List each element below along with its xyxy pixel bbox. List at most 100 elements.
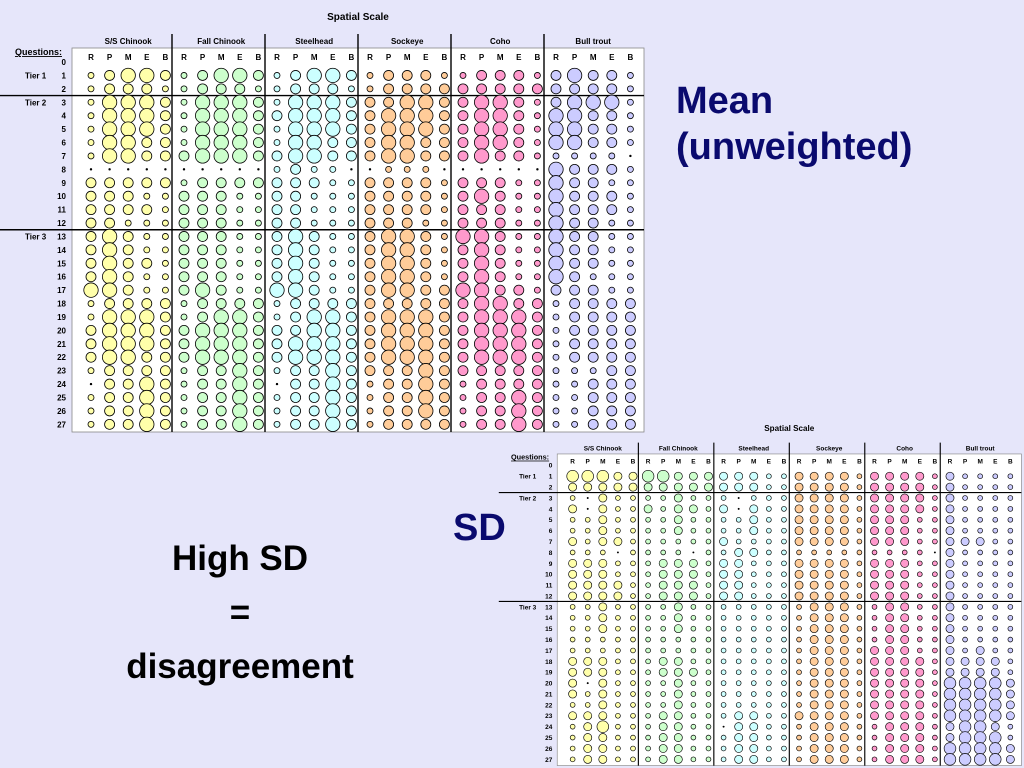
bubble [399, 269, 415, 285]
bubble [734, 569, 744, 579]
scale-header: M [827, 459, 832, 466]
bubble [615, 495, 621, 501]
bubble [1005, 744, 1015, 753]
bubble [977, 571, 983, 577]
bubble [120, 134, 136, 151]
bubble [766, 636, 772, 643]
bubble [945, 482, 955, 492]
bubble [568, 569, 578, 579]
question-number: 22 [545, 702, 553, 709]
question-number: 3 [549, 495, 553, 502]
bubble [824, 624, 834, 634]
bubble [271, 190, 283, 202]
bubble [290, 177, 302, 189]
bubble [598, 580, 608, 590]
bubble [380, 255, 397, 271]
bubble [870, 558, 879, 568]
bubble [766, 473, 772, 479]
bubble [608, 233, 616, 240]
bubble [329, 233, 337, 240]
question-number: 20 [545, 681, 553, 688]
bubble [673, 744, 683, 753]
bubble [945, 537, 955, 546]
bubble [945, 504, 955, 514]
bubble [252, 137, 264, 148]
bubble [645, 658, 651, 665]
bubble [900, 656, 910, 666]
bubble [273, 125, 281, 133]
bubble [705, 527, 712, 534]
bubble [751, 593, 757, 599]
bubble [201, 168, 204, 171]
bubble [420, 271, 432, 283]
bubble [104, 298, 115, 309]
bubble [630, 560, 636, 567]
bubble [690, 615, 697, 621]
bubble [473, 269, 490, 285]
bubble [856, 658, 863, 665]
bubble [569, 615, 576, 621]
bubble [232, 67, 248, 84]
bubble [366, 380, 374, 388]
bubble [197, 217, 209, 229]
bubble [781, 517, 787, 523]
bubble [933, 551, 936, 554]
bubble [308, 271, 320, 283]
bubble [598, 624, 608, 634]
bubble [548, 242, 564, 258]
bubble [234, 83, 246, 95]
tier-label: Tier 1 [25, 71, 47, 80]
bubble [287, 228, 304, 245]
bubble [660, 527, 666, 534]
bubble [345, 311, 357, 323]
bubble [615, 571, 621, 577]
bubble [271, 110, 283, 122]
bubble [569, 702, 576, 708]
bubble [781, 604, 787, 610]
bubble [660, 495, 666, 501]
bubble [102, 255, 118, 271]
bubble [329, 179, 337, 187]
bubble [569, 734, 576, 741]
bubble [885, 591, 894, 601]
bubble [327, 137, 339, 148]
bubble [569, 495, 576, 501]
bubble [598, 744, 608, 753]
bubble [401, 83, 413, 95]
bubble [856, 734, 863, 741]
bubble [548, 108, 564, 124]
bubble [515, 206, 523, 214]
bubble [751, 571, 757, 577]
bubble [476, 177, 488, 189]
species-header: Bull trout [966, 446, 996, 453]
bubble [566, 108, 583, 124]
bubble [856, 604, 863, 610]
bubble [584, 549, 591, 556]
bubble [122, 365, 134, 377]
bubble [690, 495, 697, 501]
bubble [630, 517, 636, 523]
bubble [856, 582, 863, 588]
bubble [438, 150, 450, 162]
bubble [85, 324, 97, 336]
bubble [673, 754, 683, 764]
bubble [608, 152, 616, 160]
bubble [900, 591, 910, 601]
bubble [604, 94, 620, 110]
bubble [252, 365, 264, 377]
bubble [962, 625, 968, 632]
bubble [615, 713, 621, 719]
bubble [598, 591, 608, 601]
bubble [673, 624, 683, 634]
bubble [473, 349, 490, 365]
bubble [287, 108, 304, 124]
bubble [630, 582, 636, 588]
bubble [645, 582, 651, 588]
bubble [856, 615, 863, 621]
bubble [364, 96, 376, 108]
bubble [871, 723, 878, 730]
question-number: 1 [549, 474, 553, 481]
bubble [236, 273, 244, 281]
bubble [992, 527, 999, 534]
bubble [252, 298, 264, 309]
